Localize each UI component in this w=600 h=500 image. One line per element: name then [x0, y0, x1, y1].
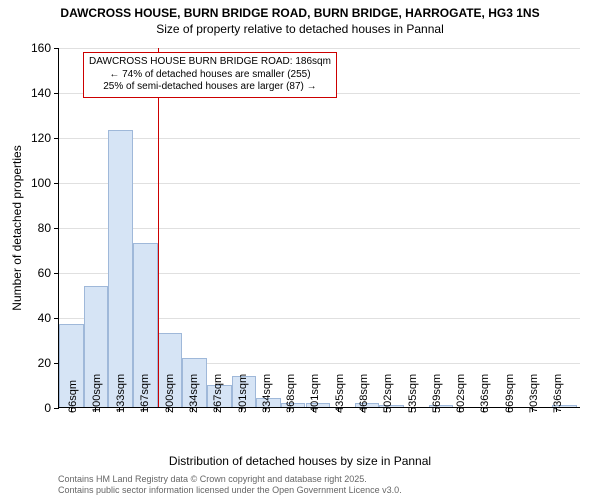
xtick-label: 703sqm	[528, 374, 540, 413]
xtick-label: 468sqm	[358, 374, 370, 413]
xtick-label: 334sqm	[261, 374, 273, 413]
gridline	[59, 138, 580, 139]
footer-line1: Contains HM Land Registry data © Crown c…	[58, 474, 402, 485]
xtick-label: 435sqm	[334, 374, 346, 413]
plot-region: 02040608010012014016066sqm100sqm133sqm16…	[58, 48, 580, 408]
ytick-label: 0	[44, 401, 59, 415]
xtick-label: 167sqm	[139, 374, 151, 413]
xtick-label: 401sqm	[309, 374, 321, 413]
xtick-label: 133sqm	[115, 374, 127, 413]
xtick-label: 368sqm	[285, 374, 297, 413]
xtick-label: 234sqm	[188, 374, 200, 413]
gridline	[59, 183, 580, 184]
footer-text: Contains HM Land Registry data © Crown c…	[58, 474, 402, 497]
ytick-label: 80	[38, 221, 59, 235]
xtick-label: 602sqm	[455, 374, 467, 413]
ytick-label: 40	[38, 311, 59, 325]
xtick-label: 736sqm	[552, 374, 564, 413]
xtick-label: 301sqm	[237, 374, 249, 413]
ytick-label: 100	[31, 176, 59, 190]
histogram-bar	[108, 130, 133, 407]
chart-subtitle: Size of property relative to detached ho…	[0, 20, 600, 36]
ytick-label: 120	[31, 131, 59, 145]
xtick-label: 569sqm	[431, 374, 443, 413]
xtick-label: 502sqm	[382, 374, 394, 413]
chart-container: DAWCROSS HOUSE, BURN BRIDGE ROAD, BURN B…	[0, 0, 600, 500]
xtick-label: 535sqm	[407, 374, 419, 413]
xtick-label: 636sqm	[479, 374, 491, 413]
marker-line	[158, 48, 159, 407]
xtick-label: 100sqm	[91, 374, 103, 413]
callout-box: DAWCROSS HOUSE BURN BRIDGE ROAD: 186sqm …	[83, 52, 337, 98]
callout-line2: ← 74% of detached houses are smaller (25…	[89, 69, 331, 82]
y-axis-label: Number of detached properties	[10, 145, 24, 310]
ytick-label: 60	[38, 266, 59, 280]
xtick-label: 200sqm	[164, 374, 176, 413]
gridline	[59, 228, 580, 229]
ytick-label: 20	[38, 356, 59, 370]
callout-line1: DAWCROSS HOUSE BURN BRIDGE ROAD: 186sqm	[89, 56, 331, 69]
gridline	[59, 48, 580, 49]
chart-area: 02040608010012014016066sqm100sqm133sqm16…	[58, 48, 580, 408]
xtick-label: 267sqm	[212, 374, 224, 413]
chart-title: DAWCROSS HOUSE, BURN BRIDGE ROAD, BURN B…	[0, 0, 600, 20]
x-axis-label: Distribution of detached houses by size …	[0, 454, 600, 468]
ytick-label: 140	[31, 86, 59, 100]
ytick-label: 160	[31, 41, 59, 55]
xtick-label: 66sqm	[67, 380, 79, 413]
xtick-label: 669sqm	[504, 374, 516, 413]
footer-line2: Contains public sector information licen…	[58, 485, 402, 496]
callout-line3: 25% of semi-detached houses are larger (…	[89, 81, 331, 94]
